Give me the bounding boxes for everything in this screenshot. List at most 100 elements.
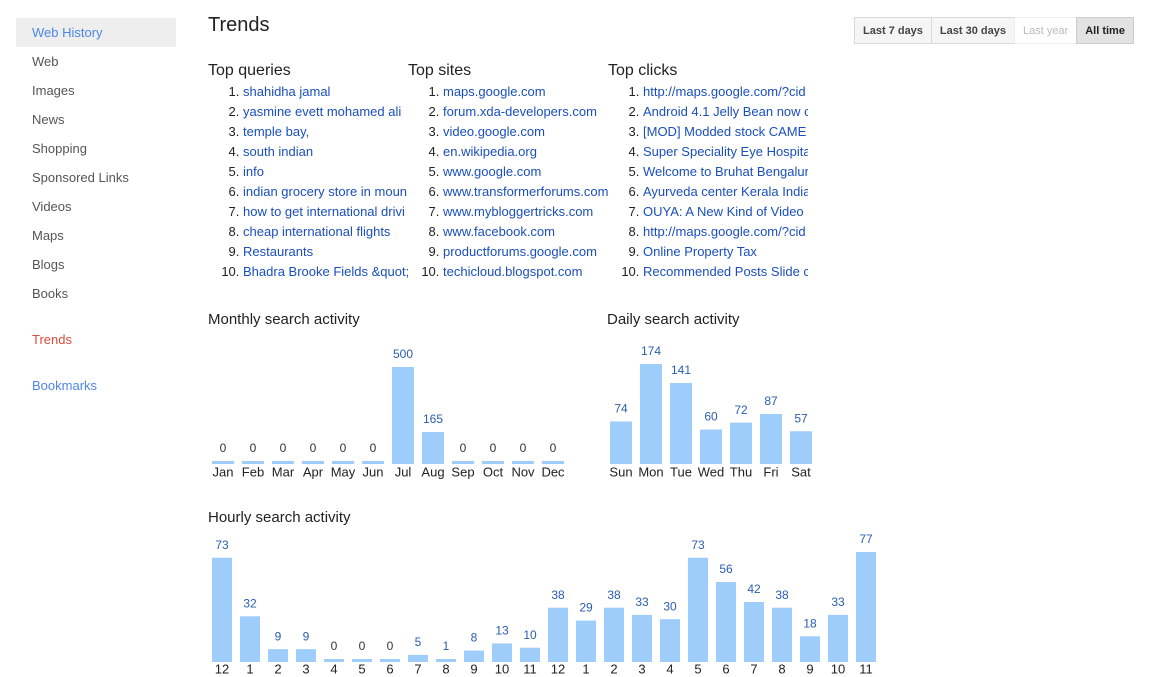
bar-baseline: [436, 659, 456, 662]
item-link[interactable]: www.google.com: [443, 164, 542, 179]
nav-link[interactable]: Web History: [16, 18, 176, 47]
item-link[interactable]: shahidha jamal: [243, 84, 331, 99]
range-button[interactable]: Last 30 days: [930, 17, 1015, 44]
value-label: 0: [340, 441, 347, 455]
item-link[interactable]: productforums.google.com: [443, 244, 597, 259]
bar: [700, 429, 722, 464]
item-link[interactable]: Online Property Tax: [643, 244, 757, 259]
item-link[interactable]: Super Speciality Eye Hospita: [643, 144, 808, 159]
range-button: Last year: [1013, 17, 1078, 44]
x-tick-label: May: [331, 464, 356, 479]
list-item: www.facebook.com: [443, 222, 608, 242]
item-link[interactable]: Bhadra Brooke Fields &quot;: [243, 264, 408, 279]
list-item: info: [243, 162, 408, 182]
item-link[interactable]: Android 4.1 Jelly Bean now c: [643, 104, 808, 119]
item-link[interactable]: cheap international flights: [243, 224, 391, 239]
item-link[interactable]: indian grocery store in moun: [243, 184, 408, 199]
list-item: temple bay,: [243, 122, 408, 142]
item-link[interactable]: http://maps.google.com/?cid: [643, 224, 806, 239]
list-item: productforums.google.com: [443, 242, 608, 262]
range-button[interactable]: Last 7 days: [854, 17, 932, 44]
x-tick-label: 11: [859, 661, 873, 676]
item-link[interactable]: www.mybloggertricks.com: [443, 204, 594, 219]
x-tick-label: 1: [582, 661, 589, 676]
x-tick-label: 6: [722, 661, 729, 676]
item-link[interactable]: www.transformerforums.com: [443, 184, 608, 199]
item-link[interactable]: Ayurveda center Kerala India: [643, 184, 808, 199]
nav-link[interactable]: Maps: [32, 228, 64, 243]
list-item: en.wikipedia.org: [443, 142, 608, 162]
item-link[interactable]: en.wikipedia.org: [443, 144, 537, 159]
list-title: Top queries: [208, 62, 291, 79]
top-list: Top clicks http://maps.google.com/?cid And…: [608, 60, 808, 282]
list-item: Bhadra Brooke Fields &quot;: [243, 262, 408, 282]
nav-link[interactable]: Trends: [32, 332, 72, 347]
item-link[interactable]: temple bay,: [243, 124, 310, 139]
value-label: 73: [215, 538, 229, 552]
bar: [548, 607, 568, 662]
item-link[interactable]: techicloud.blogspot.com: [443, 264, 583, 279]
bar-baseline: [332, 461, 354, 464]
item-link[interactable]: [MOD] Modded stock CAME: [643, 124, 807, 139]
nav-link[interactable]: Sponsored Links: [32, 170, 129, 185]
x-tick-label: 9: [806, 661, 813, 676]
nav-link[interactable]: News: [32, 112, 65, 127]
bar: [464, 650, 484, 662]
x-tick-label: Apr: [303, 464, 324, 479]
value-label: 0: [331, 639, 338, 653]
value-label: 74: [614, 402, 628, 416]
x-tick-label: 11: [523, 661, 537, 676]
nav-link[interactable]: Videos: [32, 199, 72, 214]
bar: [688, 557, 708, 662]
item-link[interactable]: maps.google.com: [443, 84, 546, 99]
x-tick-label: 7: [414, 661, 421, 676]
x-tick-label: 10: [495, 661, 509, 676]
nav-link[interactable]: Bookmarks: [32, 378, 98, 393]
value-label: 57: [794, 411, 808, 425]
value-label: 18: [803, 616, 817, 630]
x-tick-label: Oct: [483, 464, 504, 479]
list-title: Top sites: [408, 62, 472, 79]
item-link[interactable]: video.google.com: [443, 124, 545, 139]
item-link[interactable]: info: [243, 164, 264, 179]
value-label: 33: [831, 595, 845, 609]
bar: [760, 414, 782, 464]
nav-link[interactable]: Books: [32, 286, 69, 301]
bar: [716, 582, 736, 662]
item-link[interactable]: south indian: [243, 144, 314, 159]
bar: [670, 382, 692, 464]
list-item: Recommended Posts Slide c: [643, 262, 808, 282]
bar: [296, 649, 316, 662]
range-button[interactable]: All time: [1076, 17, 1134, 44]
item-link[interactable]: Restaurants: [243, 244, 314, 259]
list-item: maps.google.com: [443, 82, 608, 102]
value-label: 9: [303, 629, 310, 643]
nav-link[interactable]: Web: [32, 54, 59, 69]
item-link[interactable]: http://maps.google.com/?cid: [643, 84, 806, 99]
x-tick-label: 3: [302, 661, 309, 676]
x-tick-label: Feb: [242, 464, 264, 479]
nav-link[interactable]: Blogs: [32, 257, 65, 272]
item-link[interactable]: Welcome to Bruhat Bengalur: [643, 164, 808, 179]
bar-baseline: [452, 461, 474, 464]
value-label: 0: [310, 441, 317, 455]
item-link[interactable]: OUYA: A New Kind of Video: [643, 204, 804, 219]
x-tick-label: Mar: [272, 464, 295, 479]
bar-baseline: [324, 659, 344, 662]
value-label: 0: [370, 441, 377, 455]
list-item: www.mybloggertricks.com: [443, 202, 608, 222]
nav-link[interactable]: Shopping: [32, 141, 87, 156]
item-link[interactable]: Recommended Posts Slide c: [643, 264, 808, 279]
nav-link[interactable]: Images: [32, 83, 75, 98]
item-link[interactable]: forum.xda-developers.com: [443, 104, 597, 119]
item-link[interactable]: how to get international drivi: [243, 204, 405, 219]
bar: [744, 602, 764, 662]
item-link[interactable]: www.facebook.com: [443, 224, 555, 239]
item-link[interactable]: yasmine evett mohamed ali: [243, 104, 402, 119]
bar: [268, 649, 288, 662]
value-label: 0: [490, 441, 497, 455]
x-tick-label: 5: [358, 661, 365, 676]
value-label: 1: [443, 639, 450, 653]
bar: [212, 557, 232, 662]
list-item: www.transformerforums.com: [443, 182, 608, 202]
